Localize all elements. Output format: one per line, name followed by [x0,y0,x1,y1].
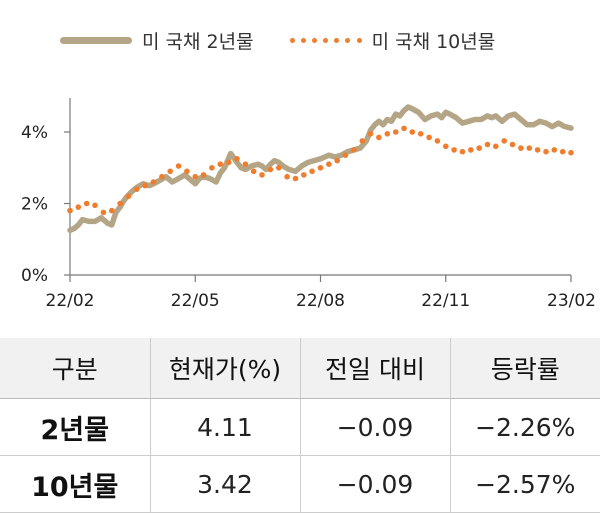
series-point-10y [384,131,391,137]
series-point-10y [392,129,399,135]
series-point-10y [568,149,574,156]
legend-swatch-10y [289,36,362,44]
series-point-10y [367,131,374,137]
series-point-10y [509,141,516,148]
y-tick-label: 0% [21,266,48,286]
series-point-10y [150,179,157,185]
series-point-10y [451,147,457,153]
table-header-cell: 구분 [0,338,150,399]
table-cell-change: −0.09 [299,455,450,513]
series-point-10y [301,172,307,178]
table-row-label: 2년물 [0,398,150,456]
series-point-10y [167,168,173,175]
table-header-cell: 전일 대비 [299,338,450,399]
chart-axes [64,98,572,282]
series-point-10y [326,161,332,167]
table-cell-rate: −2.57% [449,455,600,513]
series-point-10y [409,129,416,135]
series-point-10y [100,209,107,216]
series-point-10y [417,131,424,137]
series-point-10y [259,172,265,178]
series-point-10y [92,202,98,209]
series-point-10y [234,156,240,162]
series-point-10y [109,207,115,214]
chart-series [67,104,574,234]
legend-item-2y: 미 국채 2년물 [60,27,254,54]
series-point-10y [501,138,508,144]
series-point-10y [125,193,132,200]
series-point-10y [284,173,290,180]
series-point-10y [493,143,499,150]
series-point-10y [342,152,349,158]
x-tick-label: 22/08 [296,291,345,311]
series-point-10y [192,173,199,180]
series-point-10y [242,161,249,167]
series-point-10y [159,173,165,180]
yield-line-chart: 0% 2% 4% 22/02 22/05 22/08 22/11 23/02 [21,98,596,311]
series-point-10y [526,145,533,151]
series-point-10y [476,145,483,151]
x-tick-label: 22/02 [46,291,95,311]
series-point-10y [134,186,140,192]
series-point-10y [117,200,123,207]
table-cell-current: 4.11 [149,398,300,456]
series-point-10y [518,145,524,151]
series-line-2y [67,104,574,234]
series-point-10y [468,147,474,153]
yield-summary-table: 구분 현재가(%) 전일 대비 등락률 2년물 4.11 −0.09 −2.26… [0,338,600,513]
x-tick-label: 23/02 [547,291,596,311]
table-row: 2년물 4.11 −0.09 −2.26% [0,398,600,456]
series-point-10y [276,165,282,171]
series-point-10y [184,168,190,175]
legend-label-10y: 미 국채 10년물 [371,30,496,53]
table-header-cell: 등락률 [449,338,600,399]
chart-tick-labels: 0% 2% 4% 22/02 22/05 22/08 22/11 23/02 [21,123,596,311]
series-point-10y [401,125,407,132]
series-point-10y [534,147,541,153]
series-point-10y [250,168,257,175]
series-point-10y [551,147,558,153]
table-cell-change: −0.09 [299,398,450,456]
table-header-cell: 현재가(%) [149,338,300,399]
series-point-10y [426,134,432,141]
series-point-10y [142,182,148,189]
series-point-10y [83,200,90,207]
series-point-10y [376,134,382,141]
series-point-10y [359,138,366,144]
legend-swatch-2y [60,36,132,44]
series-point-10y [75,204,82,210]
series-point-10y [225,159,232,166]
chart-legend: 미 국채 2년물 미 국채 10년물 [60,24,531,56]
series-point-10y [309,168,315,175]
table-header-row: 구분 현재가(%) 전일 대비 등락률 [0,338,600,399]
x-tick-label: 22/11 [421,291,470,311]
series-point-10y [434,138,441,144]
series-point-10y [209,165,215,171]
series-point-10y [543,148,549,155]
table-cell-rate: −2.26% [449,398,600,456]
series-point-10y [443,143,449,150]
series-point-10y [459,148,466,155]
series-point-10y [175,163,182,169]
series-point-10y [200,172,207,178]
y-tick-label: 2% [21,195,48,215]
x-tick-label: 22/05 [171,291,220,311]
series-point-10y [217,161,224,167]
series-point-10y [559,148,566,155]
series-point-10y [67,207,73,214]
series-point-10y [267,166,274,173]
y-tick-label: 4% [21,123,48,143]
legend-label-2y: 미 국채 2년물 [142,30,254,53]
series-point-10y [292,175,299,182]
legend-item-10y: 미 국채 10년물 [289,27,496,54]
series-point-10y [317,165,324,171]
series-point-10y [334,157,341,164]
series-point-10y [484,141,491,148]
series-point-10y [351,147,357,153]
